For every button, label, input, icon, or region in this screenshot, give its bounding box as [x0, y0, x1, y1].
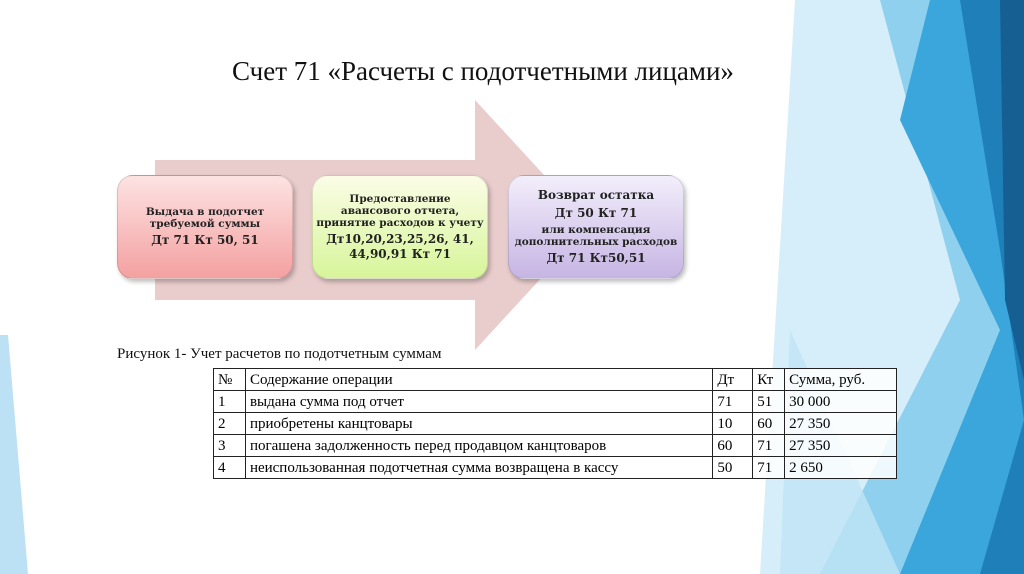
cell: неиспользованная подотчетная сумма возвр… [244, 456, 714, 479]
cell: 30 000 [784, 390, 897, 413]
cell: 71 [752, 456, 786, 479]
cell: 10 [712, 412, 754, 435]
table-row: 2 приобретены канцтовары 10 60 27 350 [213, 412, 897, 435]
header-cell: Содержание операции [244, 368, 714, 391]
cell: 71 [752, 434, 786, 457]
cell: 27 350 [784, 412, 897, 435]
cell: 60 [712, 434, 754, 457]
step-alt-text: или компенсация дополнительных расходов [514, 224, 678, 248]
cell: 51 [752, 390, 786, 413]
cell: 2 [213, 412, 246, 435]
cell: 4 [213, 456, 246, 479]
cell: 3 [213, 434, 246, 457]
cell: 71 [712, 390, 754, 413]
step-text: Выдача в подотчет требуемой суммы [145, 206, 265, 230]
table-row: 4 неиспользованная подотчетная сумма возв… [213, 456, 897, 479]
step-box-return: Возврат остатка Дт 50 Кт 71 или компенса… [508, 175, 684, 279]
table-row: 1 выдана сумма под отчет 71 51 30 000 [213, 390, 897, 413]
cell: погашена задолженность перед продавцом к… [244, 434, 714, 457]
cell: 1 [213, 390, 246, 413]
cell: 60 [752, 412, 786, 435]
step-entry: Дт10,20,23,25,26, 41, 44,90,91 Кт 71 [326, 231, 474, 261]
step-entry: Дт 50 Кт 71 [554, 206, 638, 220]
cell: 2 650 [784, 456, 897, 479]
step-entry: Дт 71 Кт 50, 51 [151, 233, 259, 247]
header-cell: Сумма, руб. [784, 368, 897, 391]
header-cell: Кт [752, 368, 786, 391]
right-bg-shape-deep [1000, 0, 1024, 380]
step-alt-entry: Дт 71 Кт50,51 [546, 251, 646, 265]
step-text: Возврат остатка [537, 188, 655, 202]
step-box-report: Предоставление авансового отчета, принят… [312, 175, 488, 279]
entries-table: № Содержание операции Дт Кт Сумма, руб. … [213, 368, 897, 479]
slide-title: Счет 71 «Расчеты с подотчетными лицами» [232, 56, 734, 86]
cell: выдана сумма под отчет [244, 390, 714, 413]
cell: 50 [712, 456, 754, 479]
step-box-issue: Выдача в подотчет требуемой суммы Дт 71 … [117, 175, 293, 279]
cell: 27 350 [784, 434, 897, 457]
header-cell: Дт [712, 368, 754, 391]
figure-caption: Рисунок 1- Учет расчетов по подотчетным … [117, 346, 442, 362]
header-cell: № [213, 368, 246, 391]
table-row: 3 погашена задолженность перед продавцом … [213, 434, 897, 457]
step-text: Предоставление авансового отчета, принят… [316, 192, 484, 229]
table-header-row: № Содержание операции Дт Кт Сумма, руб. [213, 368, 897, 391]
left-accent-stripe [0, 335, 28, 574]
cell: приобретены канцтовары [244, 412, 714, 435]
